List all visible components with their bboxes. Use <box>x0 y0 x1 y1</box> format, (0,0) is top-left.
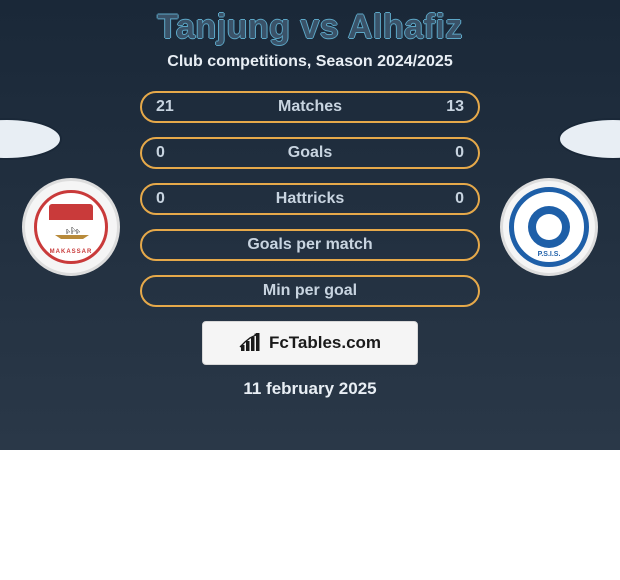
stat-left-value: 0 <box>156 190 196 208</box>
stat-left-value: 21 <box>156 98 196 116</box>
club-badge-right-label: P.S.I.S. <box>538 251 561 258</box>
club-badge-left: MAKASSAR <box>22 178 120 276</box>
club-badge-left-label: MAKASSAR <box>50 249 93 255</box>
club-badge-left-inner: MAKASSAR <box>34 190 108 264</box>
subtitle: Club competitions, Season 2024/2025 <box>0 53 620 71</box>
stat-label: Matches <box>278 98 342 116</box>
stat-left-value: 0 <box>156 144 196 162</box>
stat-label: Hattricks <box>276 190 344 208</box>
stat-label: Goals per match <box>247 236 372 254</box>
player-avatar-left <box>0 118 62 160</box>
club-badge-right-inner: P.S.I.S. <box>509 187 589 267</box>
stat-row-goals-per-match: Goals per match <box>140 229 480 261</box>
stat-label: Min per goal <box>263 282 357 300</box>
brick-icon <box>49 204 93 220</box>
badge-core-icon <box>536 214 562 240</box>
club-badge-right: P.S.I.S. <box>500 178 598 276</box>
stat-row-min-per-goal: Min per goal <box>140 275 480 307</box>
stat-right-value: 0 <box>424 144 464 162</box>
comparison-card: Tanjung vs Alhafiz Club competitions, Se… <box>0 0 620 450</box>
date-text: 11 february 2025 <box>0 379 620 399</box>
stat-right-value: 13 <box>424 98 464 116</box>
stat-row-hattricks: 0 Hattricks 0 <box>140 183 480 215</box>
brand-badge: FcTables.com <box>202 321 418 365</box>
badge-center-icon <box>528 206 570 248</box>
page-title: Tanjung vs Alhafiz <box>0 8 620 47</box>
player-avatar-right <box>558 118 620 160</box>
stat-row-goals: 0 Goals 0 <box>140 137 480 169</box>
boat-icon <box>53 227 91 239</box>
brand-text: FcTables.com <box>269 333 381 353</box>
stat-row-matches: 21 Matches 13 <box>140 91 480 123</box>
bar-chart-icon <box>239 333 263 353</box>
stat-label: Goals <box>288 144 332 162</box>
stat-right-value: 0 <box>424 190 464 208</box>
